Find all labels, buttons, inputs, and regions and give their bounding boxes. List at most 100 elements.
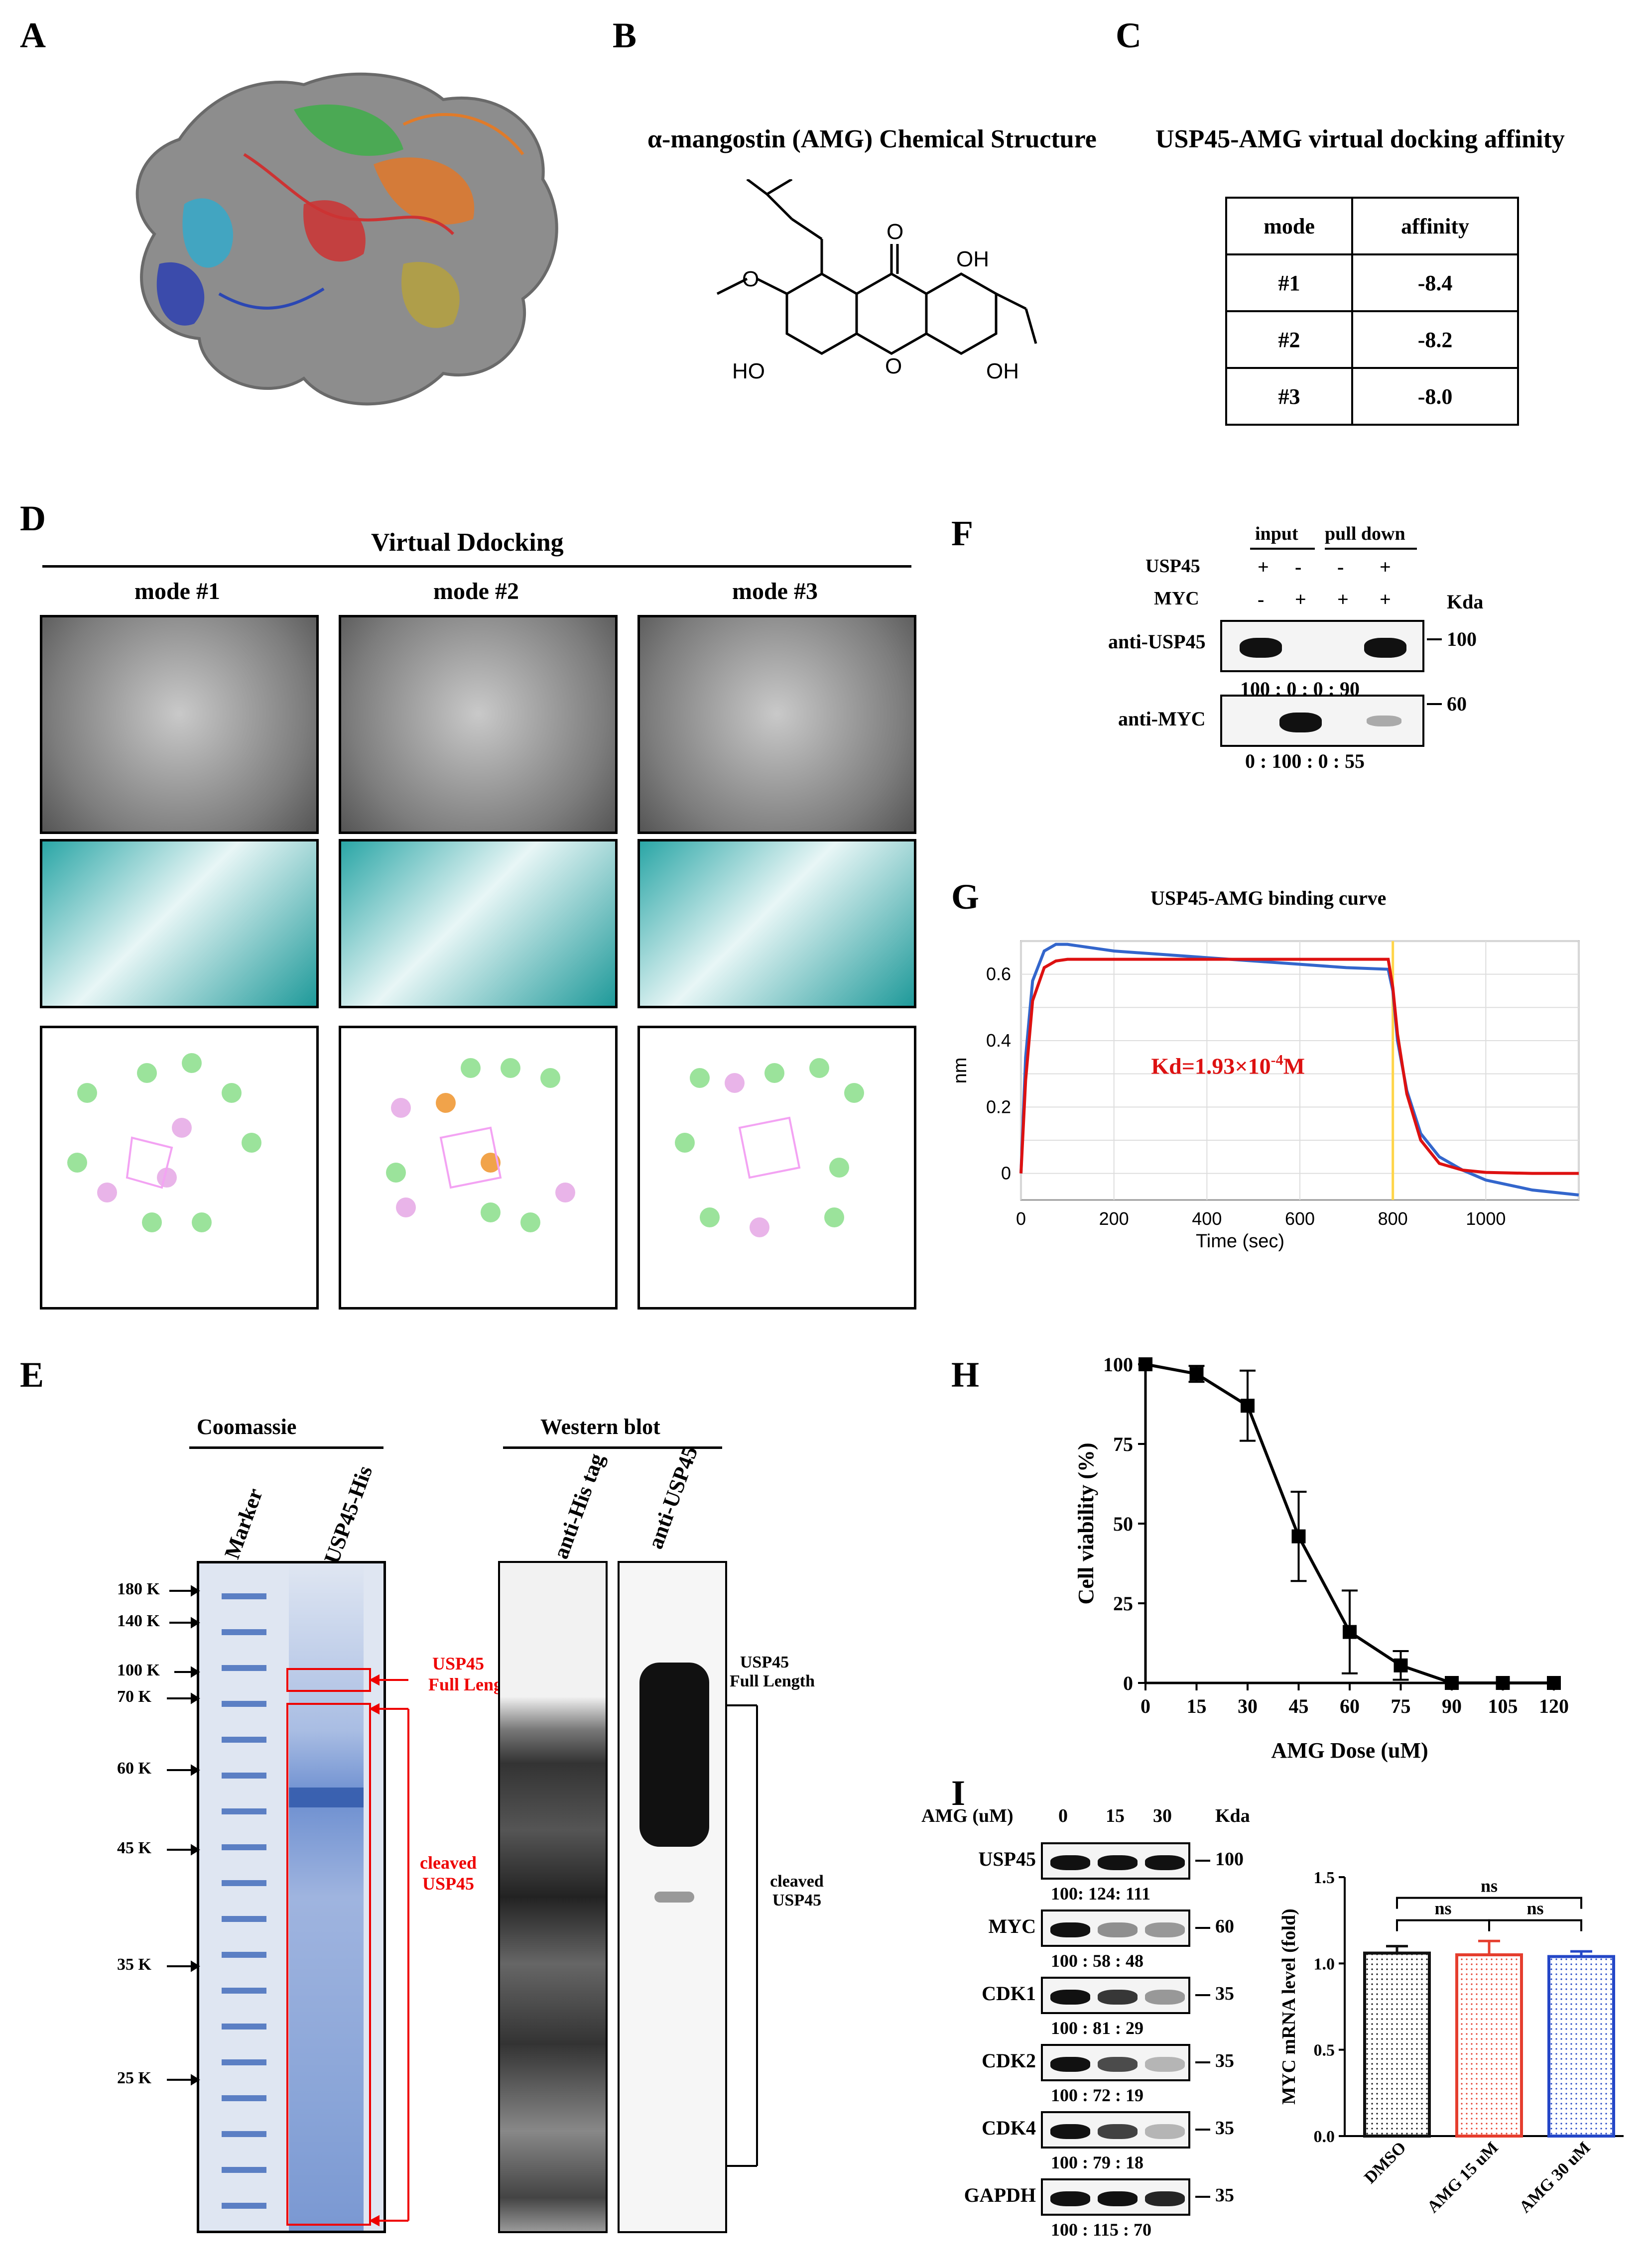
cleaved-line-2: USP45 [422, 1874, 474, 1894]
mw-label: 100 [1215, 1849, 1244, 1870]
table-row: mode affinity [1225, 197, 1519, 255]
data-point [1343, 1625, 1357, 1639]
data-point [1496, 1676, 1510, 1690]
series-line-0 [1019, 943, 1579, 1196]
y-tick-label: 0.2 [986, 1096, 1011, 1117]
blot-strip [1041, 1977, 1190, 2014]
mode-2-surface-image [339, 615, 618, 834]
x-tick-label: 45 [1289, 1695, 1309, 1717]
blot-band [1050, 1855, 1090, 1870]
blot-band [1279, 713, 1322, 732]
y-axis-label: nm [950, 1058, 971, 1084]
blot-label: GAPDH [964, 2184, 1036, 2206]
cleaved-label-black: cleaved USP45 [762, 1872, 832, 1910]
usp45-band [639, 1663, 709, 1847]
chemical-structure: O OH O HO O OH [716, 179, 1037, 383]
x-tick-label: 200 [1099, 1208, 1129, 1229]
dose-30: 30 [1153, 1805, 1172, 1826]
x-tick-label: 400 [1192, 1208, 1222, 1229]
marker-180: 180 K [117, 1580, 160, 1598]
panel-c-title: USP45-AMG virtual docking affinity [1155, 125, 1565, 153]
coomassie-gel [197, 1561, 386, 2233]
dose-15: 15 [1106, 1805, 1125, 1826]
blot-band [1145, 1855, 1185, 1870]
mode-2-label: mode #2 [433, 578, 519, 604]
quant-label: 100 : 81 : 29 [1051, 2018, 1143, 2038]
blot-band [1145, 2191, 1185, 2206]
panel-label-a: A [20, 15, 46, 55]
x-axis-label: Time (sec) [1196, 1231, 1284, 1252]
blot-band [1145, 2057, 1185, 2072]
mode-2-interaction-diagram [339, 1026, 618, 1310]
mode-1-surface-image [40, 615, 319, 834]
y-tick-label: 0 [1001, 1163, 1011, 1184]
cleaved-black-line-2: USP45 [772, 1891, 822, 1910]
quant-label: 100 : 115 : 70 [1051, 2220, 1151, 2240]
full-length-line-2: Full Length [428, 1674, 519, 1694]
hydroxyl-1: OH [956, 247, 989, 271]
mw-tick [1195, 1927, 1210, 1929]
y-axis-label: Cell viability (%) [1074, 1442, 1098, 1604]
full-length-label-red: USP45 Full Length [428, 1653, 519, 1695]
mw-label: 35 [1215, 2185, 1234, 2206]
mode-1-label: mode #1 [134, 578, 220, 604]
blot-band [1098, 1922, 1138, 1937]
panel-label-h: H [951, 1355, 980, 1395]
lane-anti-usp45: anti-USP45 [642, 1443, 703, 1552]
mw-tick [1195, 1994, 1210, 1996]
cell-affinity: -8.4 [1351, 253, 1519, 312]
mode-2-ribbon-image [339, 839, 618, 1008]
data-point [1445, 1676, 1459, 1690]
x-tick-label: 0 [1016, 1208, 1026, 1229]
cleaved-line-1: cleaved [420, 1853, 477, 1873]
group-input: input [1255, 523, 1298, 544]
mw-60: 60 [1447, 693, 1467, 715]
ns-label: ns [1481, 1876, 1498, 1896]
header-affinity: affinity [1351, 197, 1519, 255]
panel-d-title: Virtual Ddocking [371, 528, 564, 557]
panel-g-title: USP45-AMG binding curve [1150, 887, 1387, 909]
mode-3-ribbon-image [637, 839, 916, 1008]
anti-usp45-label: anti-USP45 [1108, 630, 1206, 653]
blot-band [1098, 2057, 1138, 2072]
mw-label: 35 [1215, 1983, 1234, 2004]
bar [1363, 1951, 1431, 2138]
blot-strip [1041, 2044, 1190, 2081]
mw-100: 100 [1447, 628, 1477, 650]
cleaved-label-red: cleaved USP45 [413, 1852, 483, 1894]
cleaved-band [289, 1788, 364, 1807]
blot-strip [1041, 2178, 1190, 2216]
series-line-1 [1019, 957, 1579, 1175]
x-tick-label: 60 [1340, 1695, 1360, 1717]
cleaved-box [286, 1703, 371, 2226]
x-tick-label: 75 [1391, 1695, 1411, 1717]
data-point [1241, 1399, 1255, 1413]
kda-label-f: Kda [1447, 591, 1484, 613]
quant-label: 100: 124: 111 [1051, 1884, 1151, 1904]
sign: + [1258, 556, 1269, 578]
row-myc-label: MYC [1154, 588, 1199, 609]
methoxy-o: O [742, 267, 759, 291]
kd-annotation: Kd=1.93×10-4M [1151, 1052, 1305, 1079]
mode-3-surface-image [637, 615, 916, 834]
mode-3-interaction-diagram [637, 1026, 916, 1310]
panel-label-g: G [951, 877, 980, 917]
y-tick-label: 0.5 [1314, 2041, 1335, 2060]
quant-label: 100 : 79 : 18 [1051, 2152, 1143, 2172]
bar [1547, 1955, 1615, 2138]
mw-label: 60 [1215, 1916, 1234, 1937]
marker-70: 70 K [117, 1687, 151, 1706]
data-point [1291, 1529, 1306, 1544]
coomassie-label: Coomassie [197, 1415, 297, 1439]
x-tick-label: 30 [1238, 1695, 1258, 1717]
ns-label: ns [1434, 1899, 1451, 1918]
table-row: #2 -8.2 [1225, 310, 1519, 369]
table-row: #1 -8.4 [1225, 253, 1519, 312]
marker-140: 140 K [117, 1612, 160, 1630]
blot-strip [1041, 2111, 1190, 2149]
bar [1455, 1953, 1523, 2138]
hydroxyl-left: HO [732, 359, 765, 383]
y-tick-label: 100 [1103, 1353, 1133, 1376]
row-usp45-label: USP45 [1145, 556, 1200, 577]
kda-label-i: Kda [1215, 1805, 1250, 1826]
